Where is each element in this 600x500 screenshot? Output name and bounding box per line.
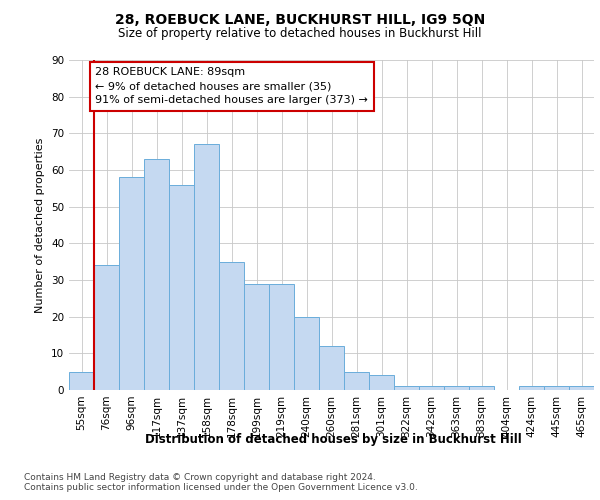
Bar xyxy=(219,262,244,390)
Y-axis label: Number of detached properties: Number of detached properties xyxy=(35,138,46,312)
Bar xyxy=(544,386,569,390)
Bar xyxy=(269,284,294,390)
Bar xyxy=(469,386,494,390)
Text: Contains public sector information licensed under the Open Government Licence v3: Contains public sector information licen… xyxy=(24,484,418,492)
Bar xyxy=(294,316,319,390)
Text: 28, ROEBUCK LANE, BUCKHURST HILL, IG9 5QN: 28, ROEBUCK LANE, BUCKHURST HILL, IG9 5Q… xyxy=(115,12,485,26)
Text: Distribution of detached houses by size in Buckhurst Hill: Distribution of detached houses by size … xyxy=(145,432,521,446)
Bar xyxy=(394,386,419,390)
Bar xyxy=(369,376,394,390)
Bar xyxy=(319,346,344,390)
Bar xyxy=(569,386,594,390)
Text: 28 ROEBUCK LANE: 89sqm
← 9% of detached houses are smaller (35)
91% of semi-deta: 28 ROEBUCK LANE: 89sqm ← 9% of detached … xyxy=(95,68,368,106)
Bar xyxy=(69,372,94,390)
Bar xyxy=(419,386,444,390)
Bar xyxy=(169,184,194,390)
Text: Size of property relative to detached houses in Buckhurst Hill: Size of property relative to detached ho… xyxy=(118,28,482,40)
Bar xyxy=(194,144,219,390)
Bar xyxy=(119,178,144,390)
Bar xyxy=(244,284,269,390)
Bar xyxy=(94,266,119,390)
Bar xyxy=(344,372,369,390)
Bar xyxy=(519,386,544,390)
Text: Contains HM Land Registry data © Crown copyright and database right 2024.: Contains HM Land Registry data © Crown c… xyxy=(24,472,376,482)
Bar xyxy=(444,386,469,390)
Bar xyxy=(144,159,169,390)
